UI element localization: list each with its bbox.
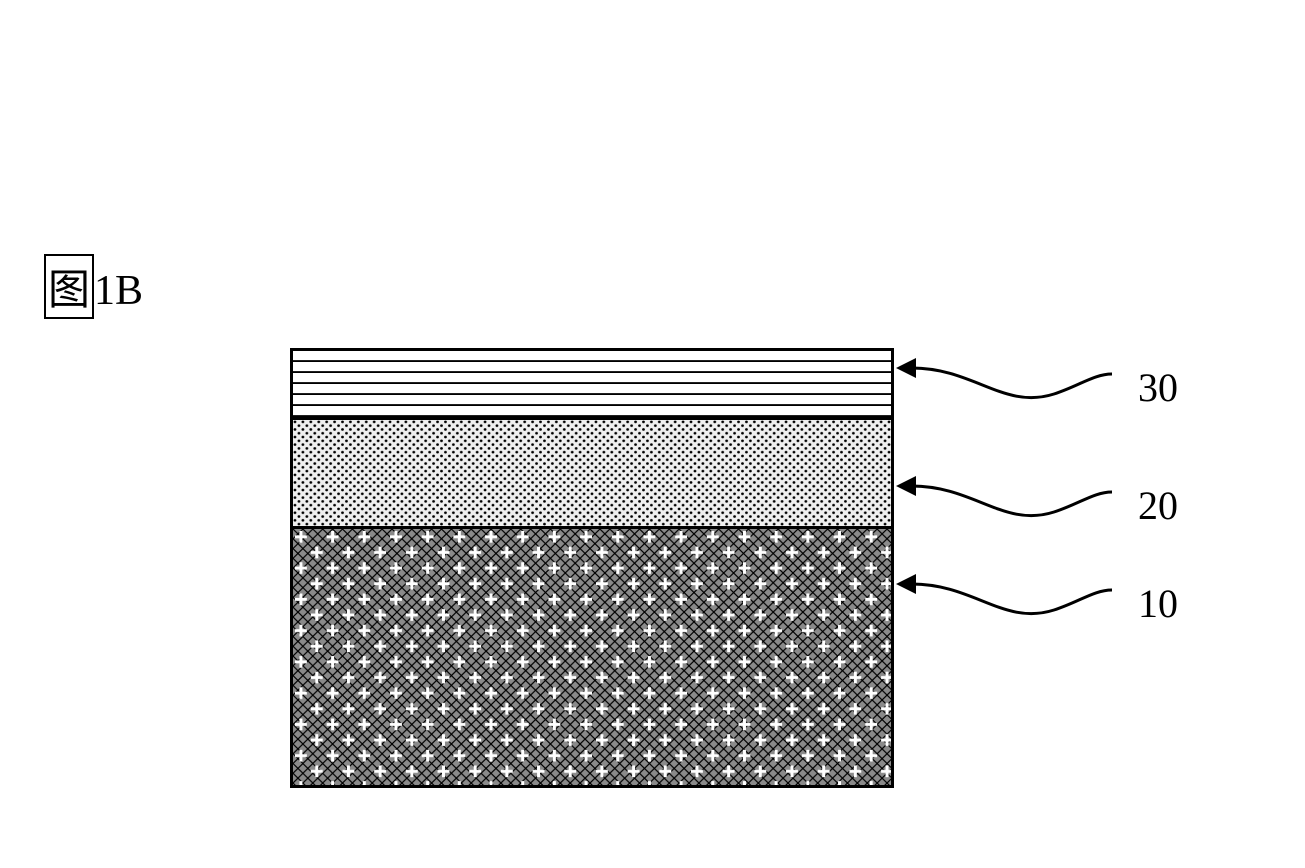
callout-20: 20 bbox=[894, 470, 1178, 540]
layer-30 bbox=[290, 348, 894, 420]
figure-label-suffix: 1B bbox=[94, 268, 143, 314]
callout-20-number: 20 bbox=[1138, 482, 1178, 529]
layer-20 bbox=[290, 417, 894, 529]
callout-10-number: 10 bbox=[1138, 580, 1178, 627]
figure-label-prefix: 图 bbox=[44, 254, 94, 319]
figure-label: 图1B bbox=[44, 254, 143, 319]
layer-diagram bbox=[290, 348, 894, 788]
callout-30-number: 30 bbox=[1138, 364, 1178, 411]
callout-30: 30 bbox=[894, 352, 1178, 422]
callout-10: 10 bbox=[894, 568, 1178, 638]
layer-10 bbox=[290, 526, 894, 788]
